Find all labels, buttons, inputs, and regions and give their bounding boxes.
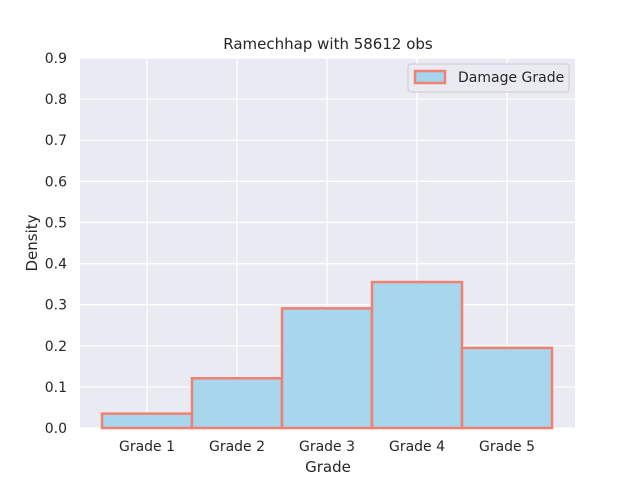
legend-box xyxy=(407,63,570,93)
x-axis-label: Grade xyxy=(305,458,351,476)
y-tick-label: 0.2 xyxy=(45,339,67,355)
y-tick-label: 0.8 xyxy=(45,92,67,108)
x-tick-label: Grade 2 xyxy=(209,439,265,455)
y-axis-label: Density xyxy=(23,214,41,271)
y-tick-label: 0.5 xyxy=(45,215,67,231)
y-tick-label: 0.9 xyxy=(45,51,67,67)
y-tick-label: 0.4 xyxy=(45,257,67,273)
bar xyxy=(100,412,194,430)
y-axis-ticks: 0.0 0.1 0.2 0.3 0.4 0.5 0.6 0.7 0.8 0.9 xyxy=(45,51,67,437)
x-tick-label: Grade 1 xyxy=(119,439,175,455)
bar xyxy=(190,377,284,430)
y-tick-label: 0.0 xyxy=(45,421,67,437)
y-tick-label: 0.3 xyxy=(45,298,67,314)
legend-swatch xyxy=(413,69,447,85)
legend-label: Damage Grade xyxy=(458,70,564,86)
x-tick-label: Grade 5 xyxy=(479,439,535,455)
x-tick-label: Grade 4 xyxy=(389,439,445,455)
y-tick-label: 0.6 xyxy=(45,174,67,190)
legend: Damage Grade xyxy=(407,63,570,93)
y-tick-label: 0.1 xyxy=(45,380,67,396)
y-tick-label: 0.7 xyxy=(45,133,67,149)
x-tick-label: Grade 3 xyxy=(299,439,355,455)
bar xyxy=(280,307,374,430)
x-axis-ticks: Grade 1 Grade 2 Grade 3 Grade 4 Grade 5 xyxy=(119,439,535,455)
bars xyxy=(100,280,554,430)
chart-title: Ramechhap with 58612 obs xyxy=(223,35,433,53)
bar xyxy=(370,280,464,430)
bar xyxy=(460,346,554,430)
